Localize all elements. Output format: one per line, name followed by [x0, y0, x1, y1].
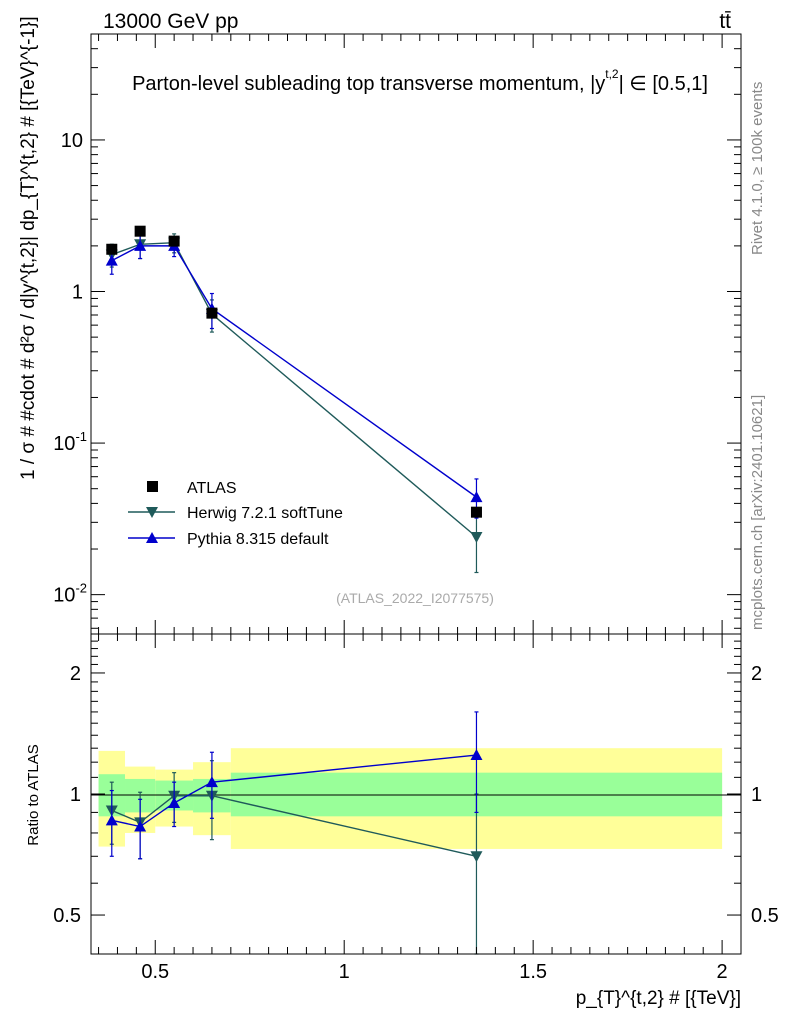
rivet-label: Rivet 4.1.0, ≥ 100k events [749, 82, 766, 255]
x-tick-label: 0.5 [141, 961, 169, 983]
plot-title-sup: t,2 [605, 67, 619, 81]
plot-title: Parton-level subleading top transverse m… [132, 67, 708, 95]
ratio-y-tick-label: 0.5 [53, 905, 81, 927]
main-y-axis-label: 1 / σ # #cdot # d²σ / d|y^{t,2}| dp_{T}^… [18, 16, 39, 480]
legend-herwig-marker [146, 507, 158, 518]
ratio-series [105, 711, 483, 955]
plot-title-end: | ∈ [0.5,1] [619, 73, 708, 95]
ratio-y-tick-label: 1 [70, 784, 81, 806]
main-y-tick-label-exp: -2 [75, 581, 87, 596]
legend-herwig: Herwig 7.2.1 softTune [128, 505, 343, 522]
main-y-tick-label-base: 10 [53, 585, 75, 607]
pythia-point [470, 491, 483, 503]
atlas-point [470, 506, 482, 518]
legend-atlas-label: ATLAS [187, 480, 237, 497]
ratio-y-tick-label-right: 0.5 [751, 905, 779, 927]
legend-atlas: ATLAS [147, 480, 237, 497]
legend-atlas-marker [147, 481, 158, 492]
pythia-point [105, 814, 118, 826]
pythia-point [205, 776, 218, 788]
pythia-line [111, 245, 477, 498]
energy-label: 13000 GeV pp [103, 10, 238, 33]
herwig-line [111, 241, 477, 538]
plot-title-main: Parton-level subleading top transverse m… [132, 73, 605, 95]
legend-herwig-label: Herwig 7.2.1 softTune [187, 505, 343, 522]
x-tick-label: 2 [717, 961, 728, 983]
main-y-tick-label: 10 [61, 130, 83, 152]
legend: ATLAS Herwig 7.2.1 softTune Pythia 8.315… [128, 480, 343, 548]
atlas-point [106, 243, 118, 255]
ratio-axis-ticks: 0.5 0.5 1 1 2 2 0.5 1 1.5 2 [53, 633, 779, 983]
main-series [105, 225, 483, 574]
pythia-point [470, 749, 483, 761]
herwig-point [470, 851, 483, 863]
legend-pythia-marker [146, 532, 158, 543]
ratio-uncertainty-bands [98, 748, 723, 849]
ratio-y-axis-label: Ratio to ATLAS [25, 744, 42, 845]
herwig-point [470, 532, 483, 544]
legend-pythia-label: Pythia 8.315 default [187, 531, 329, 548]
mcplots-label: mcplots.cern.ch [arXiv:2401.10621] [749, 395, 766, 630]
ratio-y-tick-label-right: 2 [751, 663, 762, 685]
ratio-panel: 0.5 0.5 1 1 2 2 0.5 1 1.5 2 Ratio to ATLAS [25, 633, 779, 983]
pythia-point [134, 239, 147, 251]
main-y-tick-label-exp: -1 [75, 429, 87, 444]
atlas-point [134, 225, 146, 237]
x-axis-label: p_{T}^{t,2} # [{TeV}] [576, 988, 741, 1009]
x-tick-label: 1.5 [519, 961, 547, 983]
pythia-point [105, 254, 118, 266]
pythia-point [168, 796, 181, 808]
atlas-point [206, 307, 218, 319]
main-y-tick-label: 10-1 [53, 429, 87, 455]
atlas-point [168, 235, 180, 247]
ratio-y-tick-label-right: 1 [751, 784, 762, 806]
main-y-tick-label-base: 10 [53, 433, 75, 455]
ratio-y-tick-label: 2 [70, 663, 81, 685]
main-y-tick-label: 10-2 [53, 581, 87, 607]
process-label: tt̄ [719, 10, 731, 33]
legend-pythia: Pythia 8.315 default [128, 531, 329, 548]
x-tick-label: 1 [339, 961, 350, 983]
watermark: (ATLAS_2022_I2077575) [336, 590, 494, 606]
pythia-point [134, 820, 147, 832]
main-y-tick-label: 1 [72, 282, 83, 304]
